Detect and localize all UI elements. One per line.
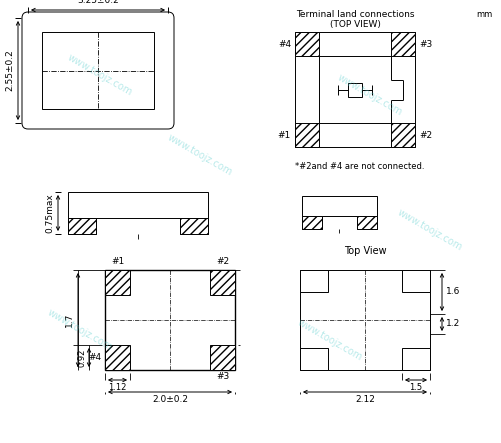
- Text: www.toojz.com: www.toojz.com: [46, 307, 114, 353]
- Bar: [302, 216, 322, 229]
- Bar: [68, 218, 96, 234]
- Text: 3.25±0.2: 3.25±0.2: [77, 0, 119, 5]
- Text: 0.92: 0.92: [78, 348, 87, 367]
- Text: #3: #3: [419, 39, 432, 48]
- Text: 1.5: 1.5: [409, 383, 422, 392]
- Text: #1: #1: [111, 257, 124, 266]
- Bar: [180, 218, 208, 234]
- Bar: [295, 32, 415, 147]
- Bar: [302, 196, 377, 216]
- Bar: [105, 270, 130, 295]
- Bar: [105, 270, 235, 370]
- Text: www.toojz.com: www.toojz.com: [166, 132, 234, 178]
- Bar: [348, 82, 362, 97]
- Text: 2.0±0.2: 2.0±0.2: [152, 395, 188, 404]
- Text: 0.75max: 0.75max: [45, 193, 54, 233]
- Text: 1.6: 1.6: [446, 288, 460, 296]
- Bar: [295, 32, 319, 56]
- Bar: [210, 270, 235, 295]
- Bar: [68, 218, 96, 234]
- Text: mm: mm: [477, 10, 493, 19]
- Text: *#2and #4 are not connected.: *#2and #4 are not connected.: [295, 162, 424, 171]
- FancyBboxPatch shape: [22, 12, 174, 129]
- Bar: [300, 348, 328, 370]
- Text: 1.12: 1.12: [108, 383, 127, 392]
- Bar: [68, 192, 208, 218]
- Bar: [357, 216, 377, 229]
- Text: 1.7: 1.7: [65, 313, 74, 327]
- Bar: [210, 345, 235, 370]
- Bar: [300, 270, 430, 370]
- Bar: [402, 270, 430, 292]
- Text: Top View: Top View: [344, 246, 386, 256]
- Text: www.toojz.com: www.toojz.com: [296, 317, 364, 363]
- Text: #4: #4: [278, 39, 291, 48]
- Bar: [302, 216, 322, 229]
- Text: www.toojz.com: www.toojz.com: [396, 207, 464, 253]
- Text: #4: #4: [88, 353, 101, 362]
- Bar: [402, 348, 430, 370]
- Text: #2: #2: [216, 257, 229, 266]
- Bar: [42, 32, 154, 109]
- Text: #1: #1: [278, 131, 291, 140]
- Text: 1.2: 1.2: [446, 319, 460, 329]
- Text: 2.12: 2.12: [355, 395, 375, 404]
- Text: Terminal land connections: Terminal land connections: [296, 10, 414, 19]
- Bar: [391, 123, 415, 147]
- Bar: [357, 216, 377, 229]
- Bar: [295, 123, 319, 147]
- Text: #3: #3: [216, 372, 229, 381]
- Bar: [105, 345, 130, 370]
- Text: www.toojz.com: www.toojz.com: [336, 72, 404, 118]
- Text: 2.55±0.2: 2.55±0.2: [5, 50, 14, 91]
- Text: (TOP VIEW): (TOP VIEW): [330, 20, 380, 29]
- Bar: [300, 270, 328, 292]
- Bar: [391, 32, 415, 56]
- Bar: [180, 218, 208, 234]
- Text: www.toojz.com: www.toojz.com: [66, 52, 134, 97]
- Text: #2: #2: [419, 131, 432, 140]
